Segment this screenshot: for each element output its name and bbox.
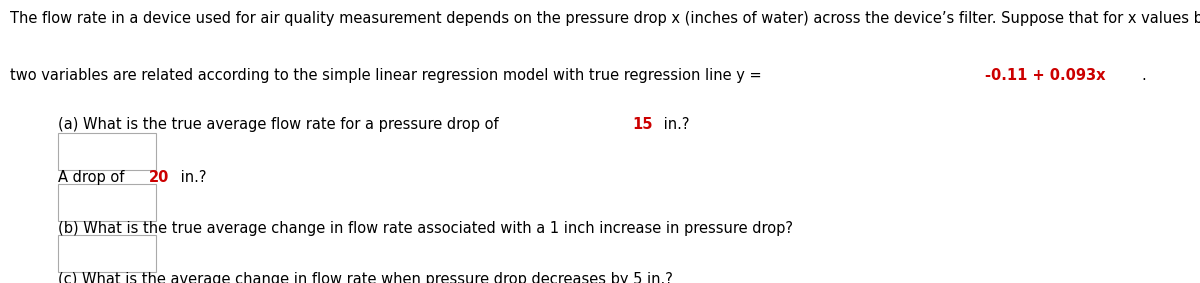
Text: 15: 15 <box>632 117 653 132</box>
Text: -0.11 + 0.093x: -0.11 + 0.093x <box>985 68 1106 83</box>
Text: 20: 20 <box>149 170 169 185</box>
Text: in.?: in.? <box>659 117 689 132</box>
Text: two variables are related according to the simple linear regression model with t: two variables are related according to t… <box>10 68 766 83</box>
Text: A drop of: A drop of <box>58 170 128 185</box>
FancyBboxPatch shape <box>58 235 156 272</box>
Text: in.?: in.? <box>175 170 206 185</box>
Text: (c) What is the average change in flow rate when pressure drop decreases by 5 in: (c) What is the average change in flow r… <box>58 272 672 283</box>
Text: (a) What is the true average flow rate for a pressure drop of: (a) What is the true average flow rate f… <box>58 117 503 132</box>
FancyBboxPatch shape <box>58 184 156 221</box>
FancyBboxPatch shape <box>58 133 156 170</box>
Text: (b) What is the true average change in flow rate associated with a 1 inch increa: (b) What is the true average change in f… <box>58 221 793 236</box>
Text: .: . <box>1141 68 1146 83</box>
Text: The flow rate in a device used for air quality measurement depends on the pressu: The flow rate in a device used for air q… <box>10 11 1200 26</box>
